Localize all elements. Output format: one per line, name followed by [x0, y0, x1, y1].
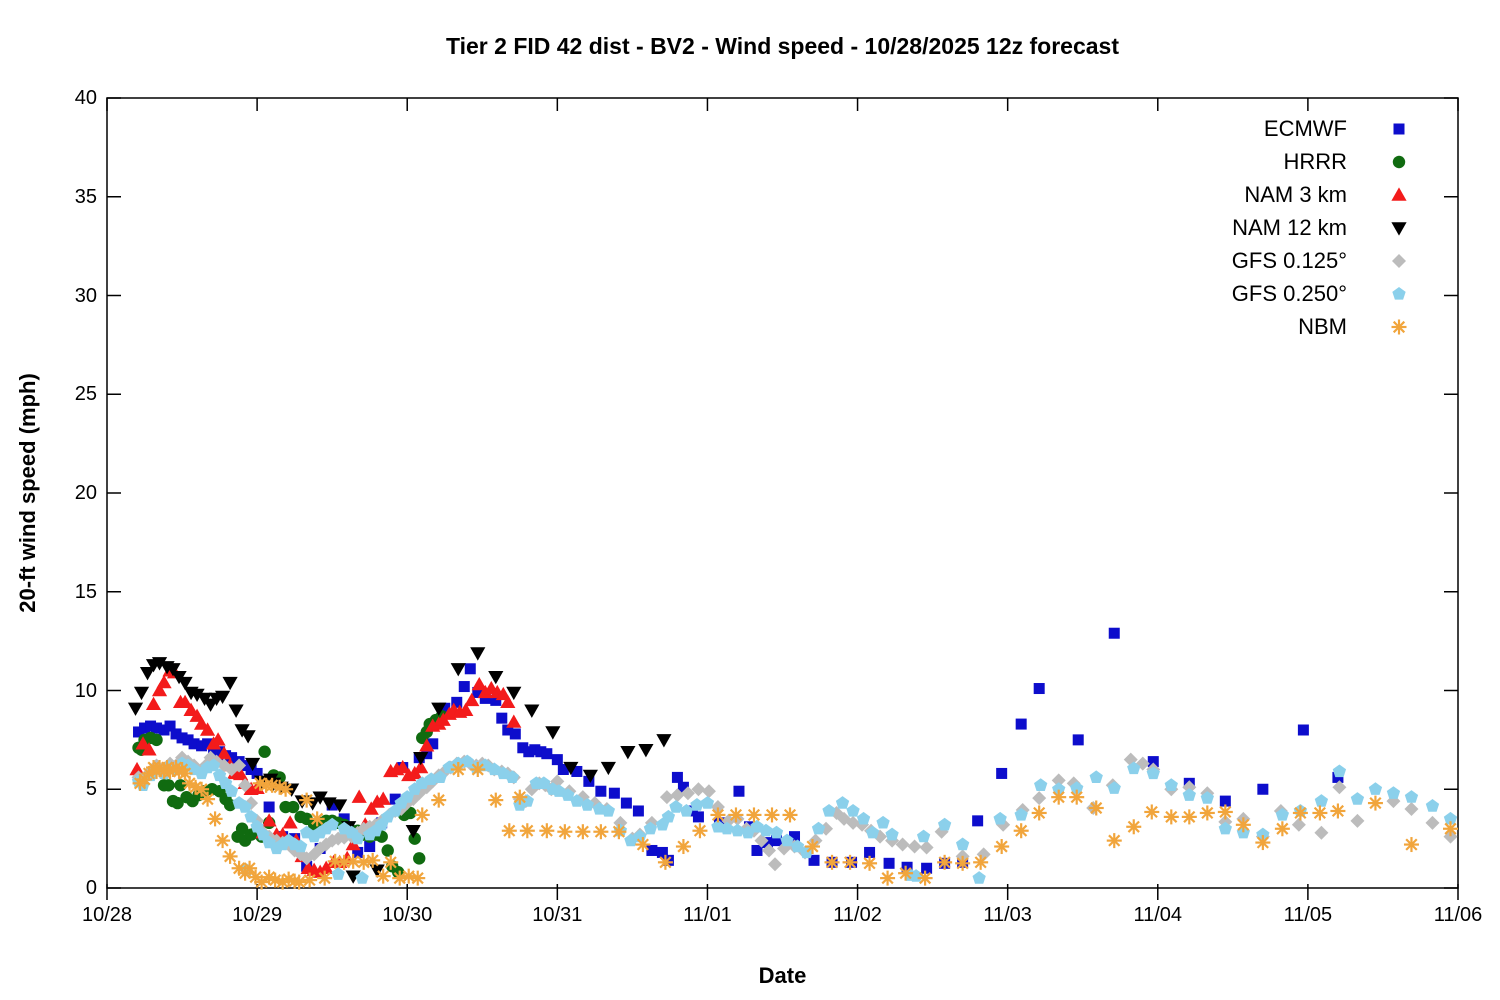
legend-label: GFS 0.250°	[1231, 280, 1347, 306]
legend-label: HRRR	[1283, 148, 1347, 174]
x-tick-label: 11/04	[1133, 904, 1183, 926]
y-tick-label: 0	[85, 877, 97, 899]
legend-label: NAM 3 km	[1244, 181, 1347, 207]
x-tick-label: 11/01	[683, 904, 732, 926]
legend-item-nam-12-km: NAM 12 km	[1232, 211, 1414, 244]
gfs-0-250--marker-icon	[1392, 286, 1406, 300]
y-tick-label: 15	[74, 580, 97, 603]
y-tick-label: 20	[74, 482, 97, 504]
y-tick-label: 40	[74, 87, 97, 109]
y-tick-label: 35	[74, 185, 97, 208]
legend-item-nbm: NBM	[1232, 310, 1414, 343]
page-title: Tier 2 FID 42 dist - BV2 - Wind speed - …	[445, 33, 1120, 59]
y-tick-label: 5	[85, 778, 97, 801]
legend-item-gfs-0-250-: GFS 0.250°	[1232, 277, 1414, 310]
x-tick-label: 10/30	[382, 904, 433, 926]
legend-item-nam-3-km: NAM 3 km	[1232, 178, 1414, 211]
nam-3-km-marker-icon	[1391, 186, 1407, 201]
x-tick-label: 11/05	[1283, 904, 1333, 926]
legend-item-hrrr: HRRR	[1232, 145, 1414, 178]
y-tick-label: 30	[74, 284, 97, 307]
ecmwf-marker-icon	[1393, 123, 1405, 134]
legend-item-gfs-0-125-: GFS 0.125°	[1232, 244, 1414, 277]
x-tick-label: 10/28	[81, 904, 133, 926]
series-nbm	[132, 760, 1458, 890]
y-tick-label: 25	[74, 383, 97, 406]
axis-ticks	[106, 97, 1459, 900]
nbm-marker-icon	[1391, 319, 1407, 334]
nam-12-km-marker-icon	[1391, 221, 1407, 236]
series-nam-12-km	[127, 647, 672, 884]
gfs-0-125--marker-icon	[1392, 253, 1406, 268]
legend-item-ecmwf: ECMWF	[1232, 112, 1414, 145]
y-tick-label: 10	[74, 679, 97, 702]
hrrr-marker-icon	[1392, 155, 1406, 168]
legend-label: ECMWF	[1263, 115, 1347, 141]
legend: ECMWF HRRR NAM 3 km NAM 12 km GFS 0.125° GFS …	[1232, 112, 1414, 343]
x-tick-label: 10/31	[532, 904, 583, 926]
legend-label: NBM	[1298, 313, 1347, 339]
x-tick-label: 11/06	[1433, 904, 1483, 926]
x-tick-label: 11/02	[833, 904, 882, 926]
x-axis-label: Date	[758, 963, 807, 988]
legend-label: GFS 0.125°	[1231, 247, 1347, 273]
x-tick-label: 11/03	[983, 904, 1032, 926]
x-tick-label: 10/29	[232, 904, 283, 926]
legend-label: NAM 12 km	[1232, 214, 1347, 240]
